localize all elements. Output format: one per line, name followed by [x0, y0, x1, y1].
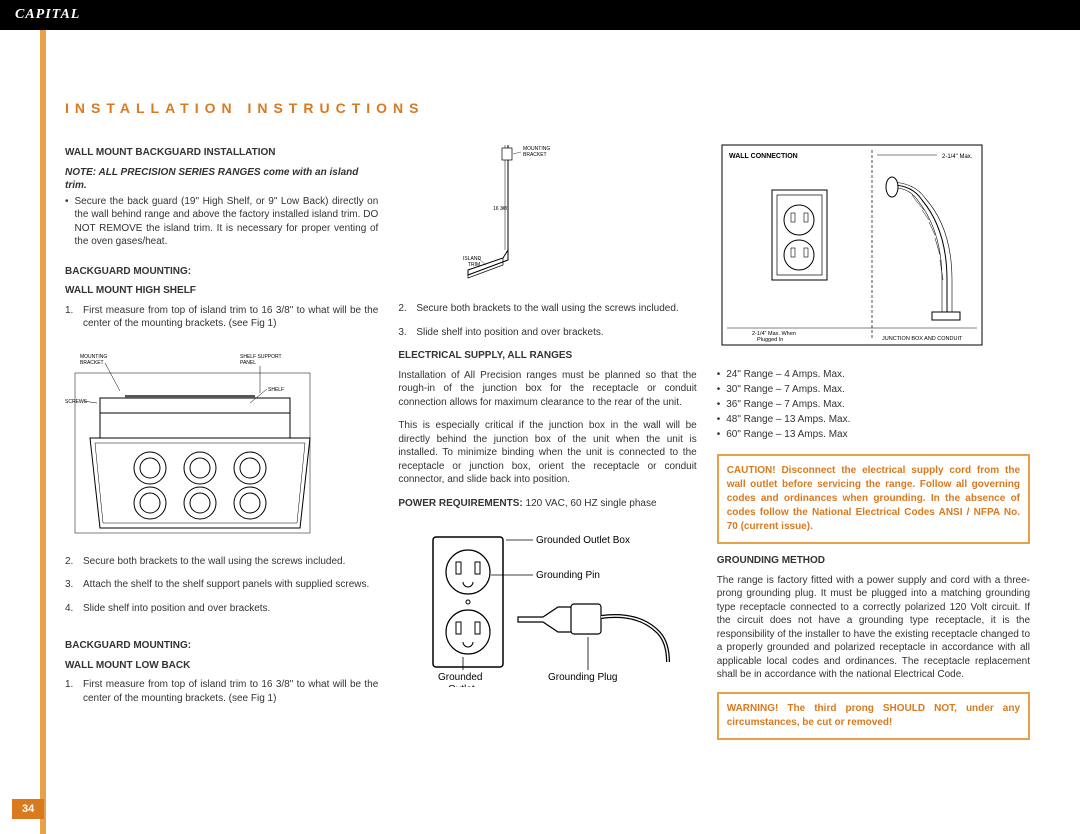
- amp-list: 24" Range – 4 Amps. Max. 30" Range – 7 A…: [717, 367, 1030, 442]
- para-grounding: The range is factory fitted with a power…: [717, 574, 1030, 682]
- step-1: 1.First measure from top of island trim …: [65, 304, 378, 331]
- step-3: 3.Attach the shelf to the shelf support …: [65, 578, 378, 592]
- heading-grounding: GROUNDING METHOD: [717, 554, 1030, 568]
- svg-text:BRACKET: BRACKET: [80, 360, 104, 366]
- heading-high-shelf-a: BACKGUARD MOUNTING:: [65, 265, 378, 279]
- column-3: WALL CONNECTION 2-1/4" Max.: [717, 146, 1030, 750]
- svg-text:Grounding Pin: Grounding Pin: [536, 570, 600, 581]
- diagram-outlet: Grounded Outlet Box Grounding Pin Ground…: [398, 522, 696, 687]
- svg-text:Outlet: Outlet: [448, 684, 475, 687]
- page-title: INSTALLATION INSTRUCTIONS: [65, 100, 1080, 116]
- heading-electrical: ELECTRICAL SUPPLY, ALL RANGES: [398, 349, 696, 363]
- amp-24: 24" Range – 4 Amps. Max.: [717, 367, 1030, 382]
- warning-box: WARNING! The third prong SHOULD NOT, und…: [717, 692, 1030, 740]
- amp-30: 30" Range – 7 Amps. Max.: [717, 382, 1030, 397]
- side-strip: [40, 30, 46, 834]
- svg-text:Grounding Plug: Grounding Plug: [548, 672, 618, 683]
- svg-text:Plugged In: Plugged In: [757, 337, 783, 343]
- caution-box: CAUTION! Disconnect the electrical suppl…: [717, 454, 1030, 544]
- step-2: 2.Secure both brackets to the wall using…: [65, 555, 378, 569]
- diagram-wall-connection: WALL CONNECTION 2-1/4" Max.: [717, 140, 1030, 355]
- page-number: 34: [12, 799, 44, 819]
- svg-text:WALL CONNECTION: WALL CONNECTION: [729, 153, 798, 160]
- header-bar: CAPITAL: [0, 0, 1080, 30]
- diagram-bracket: MOUNTING BRACKET 16 3/8 ISLAND TRIM: [398, 140, 696, 290]
- column-2: MOUNTING BRACKET 16 3/8 ISLAND TRIM 2.Se…: [398, 146, 696, 750]
- svg-text:BRACKET: BRACKET: [523, 152, 547, 158]
- power-req: POWER REQUIREMENTS: 120 VAC, 60 HZ singl…: [398, 497, 696, 511]
- column-1: WALL MOUNT BACKGUARD INSTALLATION NOTE: …: [65, 146, 378, 750]
- svg-text:JUNCTION BOX AND CONDUIT: JUNCTION BOX AND CONDUIT: [882, 336, 963, 342]
- heading-low-back-b: WALL MOUNT LOW BACK: [65, 659, 378, 673]
- amp-48: 48" Range – 13 Amps. Max.: [717, 412, 1030, 427]
- diagram-range-shelf: MOUNTING BRACKET SHELF SUPPORT PANEL SHE…: [65, 343, 378, 543]
- svg-text:Grounded: Grounded: [438, 672, 482, 683]
- amp-36: 36" Range – 7 Amps. Max.: [717, 397, 1030, 412]
- step-lb-2: 2.Secure both brackets to the wall using…: [398, 302, 696, 316]
- heading-wall-mount: WALL MOUNT BACKGUARD INSTALLATION: [65, 146, 378, 160]
- para-critical: This is especially critical if the junct…: [398, 419, 696, 487]
- content-area: WALL MOUNT BACKGUARD INSTALLATION NOTE: …: [0, 146, 1080, 750]
- heading-high-shelf-b: WALL MOUNT HIGH SHELF: [65, 284, 378, 298]
- note-precision: NOTE: ALL PRECISION SERIES RANGES come w…: [65, 166, 378, 193]
- svg-text:PANEL: PANEL: [240, 360, 256, 366]
- heading-low-back-a: BACKGUARD MOUNTING:: [65, 639, 378, 653]
- svg-text:SCREWS: SCREWS: [65, 399, 88, 405]
- para-install: Installation of All Precision ranges mus…: [398, 369, 696, 410]
- svg-text:TRIM: TRIM: [468, 262, 480, 268]
- step-4: 4.Slide shelf into position and over bra…: [65, 602, 378, 616]
- logo: CAPITAL: [15, 7, 80, 23]
- svg-text:SHELF: SHELF: [268, 387, 284, 393]
- svg-text:16 3/8: 16 3/8: [493, 206, 507, 212]
- svg-text:Grounded Outlet Box: Grounded Outlet Box: [536, 535, 630, 546]
- bullet-secure: Secure the back guard (19" High Shelf, o…: [65, 195, 378, 249]
- step-lb-3: 3.Slide shelf into position and over bra…: [398, 326, 696, 340]
- svg-text:2-1/4" Max.: 2-1/4" Max.: [942, 154, 973, 160]
- amp-60: 60" Range – 13 Amps. Max: [717, 427, 1030, 442]
- step-lb-1: 1.First measure from top of island trim …: [65, 678, 378, 705]
